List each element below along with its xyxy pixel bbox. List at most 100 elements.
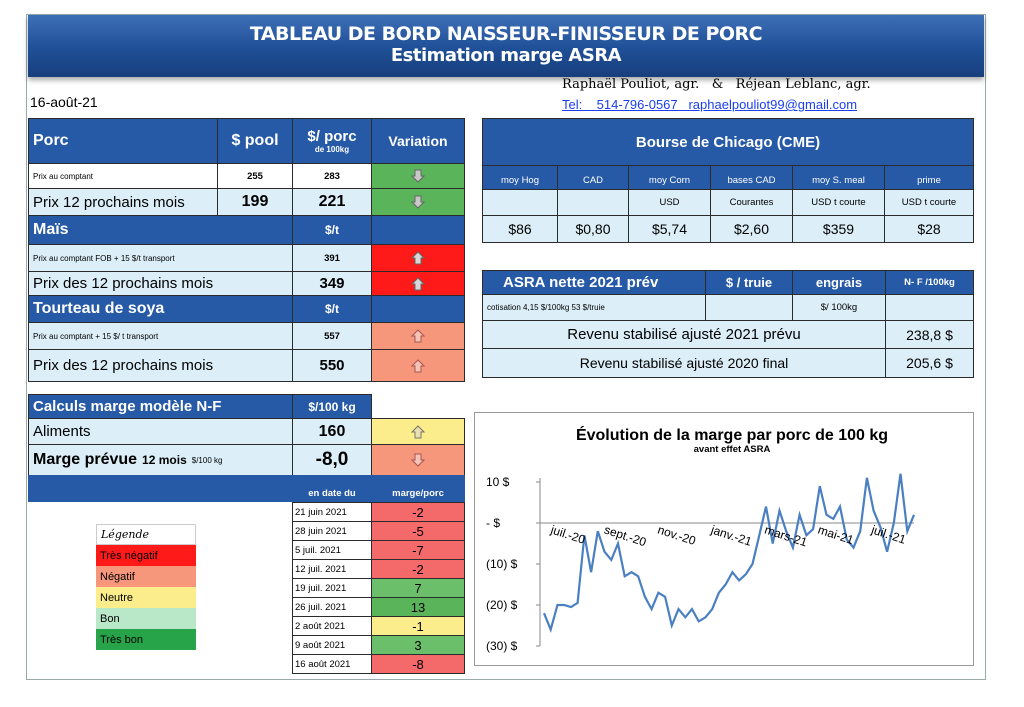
marge-prevue-unit: $/100 kg [191, 455, 223, 465]
chart-title: Évolution de la marge par porc de 100 kg [576, 425, 888, 444]
asra-col-truie: $ / truie [705, 270, 793, 295]
mais-header-blank [371, 215, 465, 245]
cme-col-1-label: CAD [557, 165, 629, 190]
cme-col-2-value: $5,74 [628, 215, 711, 243]
cme-col-4-value: $359 [792, 215, 885, 243]
history-header-band [28, 475, 465, 502]
asra-engrais-unit: $/ 100kg [792, 294, 886, 321]
cme-col-0-label: moy Hog [482, 165, 558, 190]
history-marge: -8 [371, 654, 465, 674]
mais-row1-value: 391 [292, 244, 372, 272]
cme-col-3-sub: Courantes [710, 189, 793, 216]
soya-unit: $/t [292, 295, 372, 323]
asra-2020-label: Revenu stabilisé ajusté 2020 final [482, 348, 886, 378]
history-date: 5 juil. 2021 [292, 540, 372, 560]
authors: Raphaël Pouliot, agr. & Réjean Leblanc, … [562, 77, 871, 92]
mais-row2-label: Prix des 12 prochains mois [28, 271, 293, 296]
mais-row1-variation [371, 244, 465, 272]
asra-truie-value [705, 294, 793, 321]
marge-header: Calculs marge modèle N-F [28, 394, 293, 419]
y-tick-label: (10) $ [486, 557, 518, 571]
arrow-down-icon [411, 453, 425, 467]
y-tick-label: (30) $ [486, 639, 518, 653]
soya-header: Tourteau de soya [28, 295, 293, 323]
cme-col-5-sub: USD t courte [884, 189, 974, 216]
history-date: 16 août 2021 [292, 654, 372, 674]
report-date: 16-août-21 [30, 94, 98, 110]
asra-nf-value [885, 294, 974, 321]
contact-link[interactable]: Tel: 514-796-0567 raphaelpouliot99@gmail… [562, 97, 858, 112]
cme-col-3-label: bases CAD [710, 165, 793, 190]
asra-cotisation: cotisation 4,15 $/100kg 53 $/truie [482, 294, 706, 321]
arrow-up-icon [411, 276, 425, 290]
history-marge: 7 [371, 578, 465, 598]
title-banner: TABLEAU DE BORD NAISSEUR-FINISSEUR DE PO… [28, 15, 984, 77]
history-marge: -2 [371, 502, 465, 522]
pool-col-header: $ pool [217, 118, 293, 164]
mais-unit: $/t [292, 215, 372, 245]
history-marge: -7 [371, 540, 465, 560]
marge-unit: $/100 kg [292, 394, 372, 419]
porc-row1-label: Prix au comptant [28, 163, 218, 189]
mais-row2-value: 349 [292, 271, 372, 296]
soya-row1-label: Prix au comptant + 15 $/ t transport [28, 322, 293, 350]
history-date: 26 juil. 2021 [292, 597, 372, 617]
legend-item: Neutre [96, 587, 196, 608]
history-date: 12 juil. 2021 [292, 559, 372, 579]
history-date: 21 juin 2021 [292, 502, 372, 522]
soya-row1-value: 557 [292, 322, 372, 350]
porc-row2-label: Prix 12 prochains mois [28, 188, 218, 216]
cme-col-2-sub: USD [628, 189, 711, 216]
porc-col-header: $/ porc [307, 128, 357, 145]
margin-line-chart: Évolution de la marge par porc de 100 kg… [486, 425, 916, 653]
history-marge: 3 [371, 635, 465, 655]
porc-col-sub: de 100kg [314, 145, 350, 154]
cme-col-5-label: prime [884, 165, 974, 190]
y-tick-label: 10 $ [486, 475, 510, 489]
x-tick-label: sept.-20 [603, 523, 649, 550]
aliments-label: Aliments [28, 418, 293, 445]
soya-row1-variation [371, 322, 465, 350]
x-tick-label: juil.-20 [548, 522, 587, 547]
legend-item: Très bon [96, 629, 196, 650]
porc-row1-porc: 283 [292, 163, 372, 189]
cme-col-0-sub [482, 189, 558, 216]
history-date-header: en date du [308, 488, 356, 499]
asra-2021-value: 238,8 $ [885, 320, 974, 349]
asra-header: ASRA nette 2021 prév [482, 270, 706, 295]
marge-prevue-value: -8,0 [292, 444, 372, 476]
y-tick-label: (20) $ [486, 598, 518, 612]
cme-col-1-sub [557, 189, 629, 216]
cme-col-5-value: $28 [884, 215, 974, 243]
asra-col-nf: N- F /100kg [885, 270, 974, 295]
x-tick-label: mars-21 [763, 523, 809, 550]
history-marge: -5 [371, 521, 465, 541]
history-date: 9 août 2021 [292, 635, 372, 655]
history-marge: -1 [371, 616, 465, 636]
cme-col-1-value: $0,80 [557, 215, 629, 243]
series-line [542, 473, 916, 634]
x-tick-label: mai-21 [816, 523, 856, 548]
cme-col-0-value: $86 [482, 215, 558, 243]
history-marge-header: marge/porc [392, 488, 444, 499]
variation-col-header: Variation [371, 118, 465, 164]
mais-header: Maïs [28, 215, 293, 245]
x-tick-label: nov.-20 [656, 523, 698, 549]
asra-2021-label: Revenu stabilisé ajusté 2021 prévu [482, 320, 886, 349]
arrow-down-icon [411, 169, 425, 183]
cme-col-2-label: moy Corn [628, 165, 711, 190]
chart-subtitle: avant effet ASRA [694, 444, 771, 455]
history-marge: 13 [371, 597, 465, 617]
asra-2020-value: 205,6 $ [885, 348, 974, 378]
cme-header: Bourse de Chicago (CME) [482, 118, 974, 166]
history-date: 2 août 2021 [292, 616, 372, 636]
page-subtitle: Estimation marge ASRA [390, 45, 622, 66]
history-date: 19 juil. 2021 [292, 578, 372, 598]
x-tick-label: janv.-21 [708, 522, 753, 549]
history-date: 28 juin 2021 [292, 521, 372, 541]
porc-row2-pool: 199 [217, 188, 293, 216]
soya-row2-value: 550 [292, 349, 372, 382]
legend-item: Très négatif [96, 545, 196, 566]
arrow-up-icon [411, 424, 425, 438]
arrow-down-icon [411, 195, 425, 209]
